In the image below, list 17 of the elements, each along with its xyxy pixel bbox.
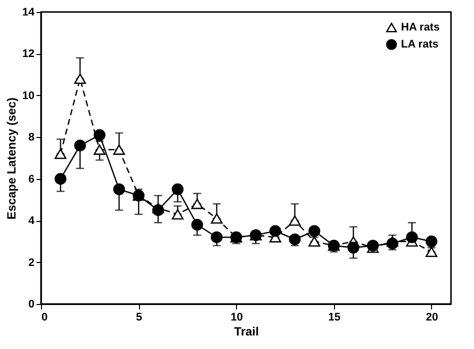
x-tick-label: 15 bbox=[328, 312, 340, 324]
x-tick-label: 0 bbox=[42, 312, 48, 324]
y-tick-label: 2 bbox=[28, 256, 34, 269]
y-tick-label: 14 bbox=[22, 6, 36, 18]
y-axis-title: Escape Latency (sec) bbox=[4, 97, 18, 220]
y-tick-label: 6 bbox=[28, 173, 34, 186]
legend-label: LA rats bbox=[401, 38, 438, 50]
x-tick-label: 20 bbox=[426, 312, 438, 324]
y-tick-label: 8 bbox=[28, 132, 34, 144]
y-tick-label: 4 bbox=[28, 215, 36, 228]
x-tick-label: 5 bbox=[136, 312, 142, 324]
y-tick-label: 10 bbox=[22, 90, 34, 102]
x-axis-title: Trail bbox=[234, 324, 259, 338]
y-tick-label: 0 bbox=[28, 298, 34, 310]
x-tick-label: 10 bbox=[230, 312, 243, 324]
y-tick-label: 12 bbox=[22, 48, 34, 60]
legend-label: HA rats bbox=[401, 22, 440, 34]
